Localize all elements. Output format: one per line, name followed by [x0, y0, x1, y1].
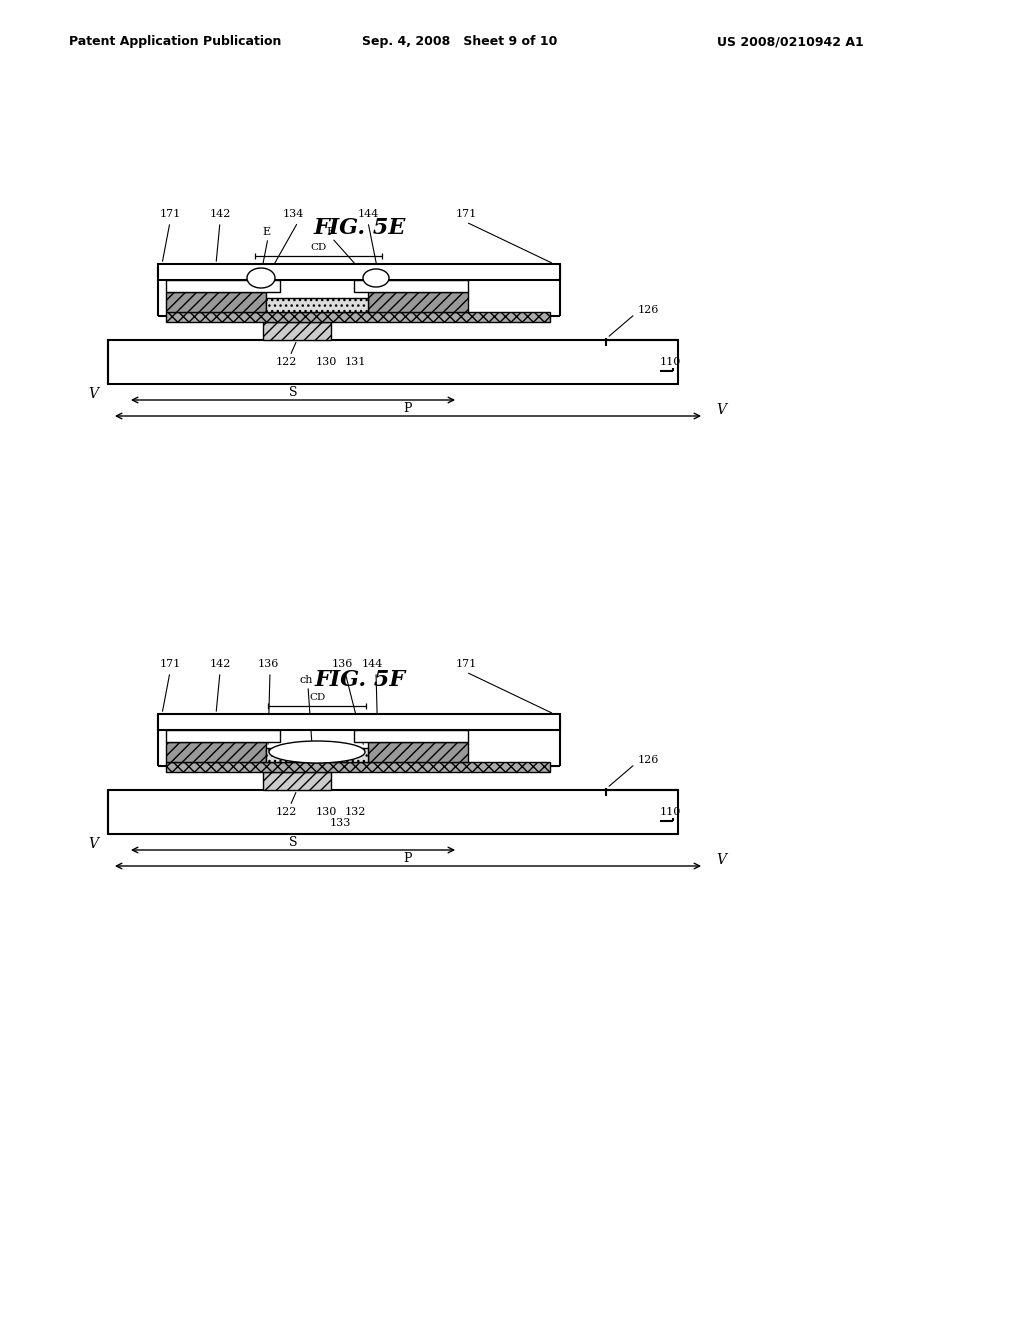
- Text: 142: 142: [209, 209, 230, 219]
- Ellipse shape: [247, 268, 275, 288]
- Bar: [354, 730, 468, 742]
- Bar: [166, 292, 266, 312]
- Bar: [166, 312, 550, 322]
- Text: 130: 130: [315, 807, 337, 817]
- Text: 132: 132: [344, 807, 366, 817]
- Text: 136: 136: [332, 659, 352, 669]
- Bar: [266, 298, 368, 312]
- Text: 131: 131: [344, 356, 366, 367]
- Bar: [166, 742, 266, 762]
- Text: Patent Application Publication: Patent Application Publication: [69, 36, 282, 49]
- Text: US 2008/0210942 A1: US 2008/0210942 A1: [717, 36, 863, 49]
- Bar: [166, 280, 280, 292]
- Bar: [368, 292, 468, 312]
- Text: V: V: [88, 837, 98, 851]
- Ellipse shape: [362, 269, 389, 286]
- Text: 142: 142: [209, 659, 230, 669]
- Text: 130: 130: [315, 356, 337, 367]
- Text: 171: 171: [456, 659, 476, 669]
- Bar: [158, 714, 560, 730]
- Bar: [263, 322, 331, 341]
- Text: 110: 110: [660, 807, 681, 817]
- Text: FIG. 5E: FIG. 5E: [313, 216, 407, 239]
- Text: CD: CD: [309, 693, 326, 702]
- Text: 144: 144: [357, 209, 379, 219]
- Text: FIG. 5F: FIG. 5F: [314, 669, 406, 690]
- Text: 110: 110: [660, 356, 681, 367]
- Text: F: F: [326, 227, 334, 238]
- Text: P: P: [403, 851, 413, 865]
- Text: 171: 171: [160, 209, 180, 219]
- Text: S: S: [289, 836, 297, 849]
- Text: 171: 171: [456, 209, 476, 219]
- Text: CD: CD: [310, 243, 327, 252]
- Text: 122: 122: [275, 356, 297, 367]
- Bar: [166, 762, 550, 772]
- Text: Sep. 4, 2008   Sheet 9 of 10: Sep. 4, 2008 Sheet 9 of 10: [362, 36, 558, 49]
- Bar: [354, 280, 468, 292]
- Text: V: V: [716, 853, 726, 867]
- Text: S: S: [289, 385, 297, 399]
- Text: E: E: [262, 227, 270, 238]
- Text: V: V: [716, 403, 726, 417]
- Text: 133: 133: [330, 818, 350, 828]
- Bar: [166, 730, 280, 742]
- Text: V: V: [88, 387, 98, 401]
- Text: 126: 126: [638, 305, 659, 315]
- Text: 126: 126: [638, 755, 659, 766]
- Bar: [368, 742, 468, 762]
- Text: 136: 136: [257, 659, 279, 669]
- Ellipse shape: [269, 741, 365, 763]
- Bar: [108, 341, 678, 384]
- Bar: [158, 264, 560, 280]
- Bar: [263, 772, 331, 789]
- Text: 134: 134: [283, 209, 304, 219]
- Text: ch: ch: [299, 675, 312, 685]
- Text: P: P: [403, 401, 413, 414]
- Text: 171: 171: [160, 659, 180, 669]
- Bar: [266, 748, 368, 762]
- Bar: [108, 789, 678, 834]
- Text: 122: 122: [275, 807, 297, 817]
- Text: 144: 144: [361, 659, 383, 669]
